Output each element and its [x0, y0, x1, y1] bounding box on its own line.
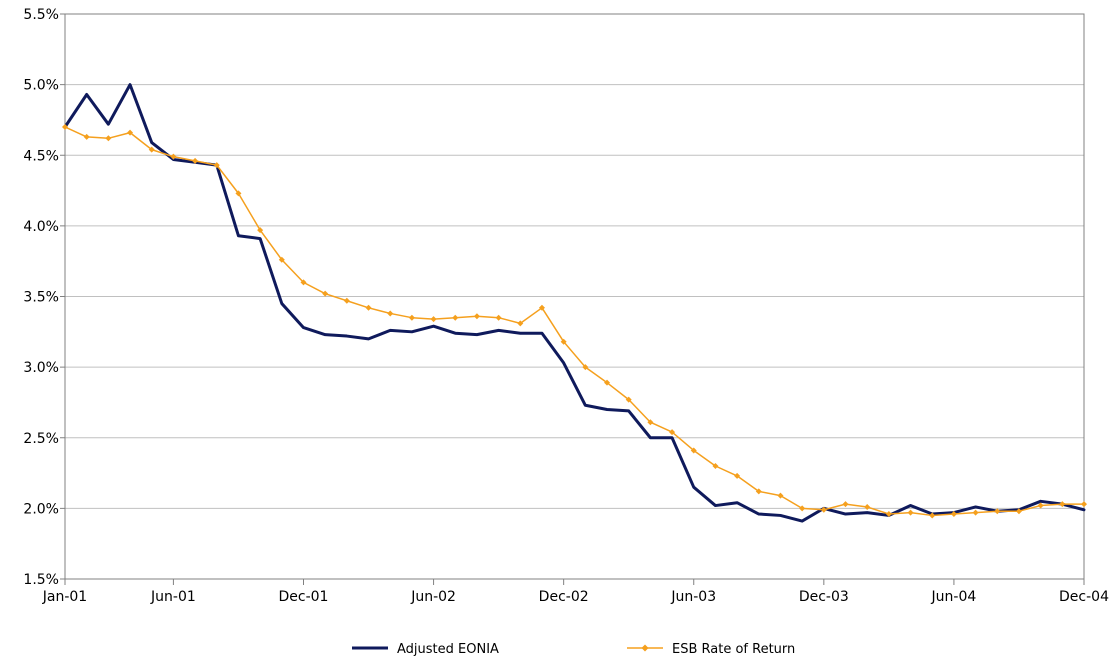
series-line-adjusted-eonia [63, 83, 1086, 523]
data-point-esb-rate-of-return [517, 320, 524, 327]
series-adjusted-eonia [63, 83, 1086, 523]
data-point-esb-rate-of-return [105, 135, 112, 142]
data-point-esb-rate-of-return [538, 304, 545, 311]
x-tick-label: Jun-01 [150, 589, 196, 605]
data-point-esb-rate-of-return [950, 511, 957, 518]
x-tick-label: Jun-03 [670, 589, 716, 605]
legend-marker-esb-rate-of-return [641, 644, 649, 652]
gridlines [60, 13, 1085, 585]
data-point-esb-rate-of-return [1037, 502, 1044, 509]
data-point-esb-rate-of-return [799, 505, 806, 512]
legend-label-esb-rate-of-return: ESB Rate of Return [672, 642, 795, 656]
data-point-esb-rate-of-return [625, 396, 632, 403]
data-point-esb-rate-of-return [387, 310, 394, 317]
data-point-esb-rate-of-return [148, 146, 155, 153]
data-point-esb-rate-of-return [322, 290, 329, 297]
data-point-esb-rate-of-return [929, 512, 936, 519]
data-point-esb-rate-of-return [842, 501, 849, 508]
x-tick-label: Jun-02 [410, 589, 456, 605]
data-point-esb-rate-of-return [907, 509, 914, 516]
data-point-esb-rate-of-return [127, 129, 134, 136]
data-point-esb-rate-of-return [452, 314, 459, 321]
data-point-esb-rate-of-return [972, 509, 979, 516]
data-point-esb-rate-of-return [257, 227, 264, 234]
legend-label-adjusted-eonia: Adjusted EONIA [397, 642, 499, 656]
data-point-esb-rate-of-return [365, 304, 372, 311]
x-tick-label: Jun-04 [931, 589, 977, 605]
series-lines [62, 83, 1087, 523]
data-point-esb-rate-of-return [560, 338, 567, 345]
data-point-esb-rate-of-return [1081, 501, 1087, 508]
y-tick-label: 3.5% [23, 290, 59, 306]
y-tick-label: 2.5% [23, 431, 59, 447]
data-point-esb-rate-of-return [62, 124, 68, 130]
data-point-esb-rate-of-return [582, 364, 589, 371]
x-tick-label: Jan-01 [42, 589, 87, 605]
plot-area-frame [64, 13, 1085, 580]
x-tick-label: Dec-01 [279, 589, 329, 605]
y-tick-label: 5.0% [23, 78, 59, 94]
data-point-esb-rate-of-return [690, 447, 697, 454]
x-tick-label: Dec-02 [539, 589, 589, 605]
data-point-esb-rate-of-return [192, 157, 199, 164]
data-point-esb-rate-of-return [734, 472, 741, 479]
data-point-esb-rate-of-return [408, 314, 415, 321]
data-point-esb-rate-of-return [278, 256, 285, 263]
y-tick-label: 4.0% [23, 219, 59, 235]
data-point-esb-rate-of-return [1015, 508, 1022, 515]
legend: Adjusted EONIA ESB Rate of Return [352, 642, 795, 656]
x-tick-label: Dec-03 [799, 589, 849, 605]
data-point-esb-rate-of-return [777, 492, 784, 499]
series-line-esb-rate-of-return [64, 126, 1085, 517]
data-point-esb-rate-of-return [820, 506, 827, 513]
data-point-esb-rate-of-return [669, 429, 676, 436]
data-point-esb-rate-of-return [864, 503, 871, 510]
data-point-esb-rate-of-return [430, 316, 437, 323]
data-point-esb-rate-of-return [755, 488, 762, 495]
x-tick-label: Dec-04 [1059, 589, 1109, 605]
y-axis-tick-labels: 1.5% 2.0% 2.5% 3.0% 3.5% 4.0% 4.5% 5.0% 5.5% [23, 7, 59, 588]
data-point-esb-rate-of-return [885, 511, 892, 518]
y-tick-label: 1.5% [23, 572, 59, 588]
data-point-esb-rate-of-return [647, 419, 654, 426]
series-esb-rate-of-return [62, 124, 1087, 519]
data-point-esb-rate-of-return [170, 153, 177, 160]
y-tick-label: 2.0% [23, 501, 59, 517]
data-point-esb-rate-of-return [604, 379, 611, 386]
data-point-esb-rate-of-return [1059, 501, 1066, 508]
data-point-esb-rate-of-return [343, 297, 350, 304]
data-point-esb-rate-of-return [495, 314, 502, 321]
data-point-esb-rate-of-return [473, 313, 480, 320]
y-tick-label: 3.0% [23, 360, 59, 376]
y-tick-label: 5.5% [23, 7, 59, 23]
y-tick-label: 4.5% [23, 148, 59, 164]
x-axis-tick-labels: Jan-01 Jun-01 Dec-01 Jun-02 Dec-02 Jun-03 Dec-… [42, 589, 1109, 605]
data-point-esb-rate-of-return [300, 279, 307, 286]
data-point-esb-rate-of-return [213, 162, 220, 169]
data-point-esb-rate-of-return [83, 133, 90, 140]
data-point-esb-rate-of-return [235, 190, 242, 197]
data-point-esb-rate-of-return [712, 463, 719, 469]
data-point-esb-rate-of-return [994, 508, 1001, 515]
